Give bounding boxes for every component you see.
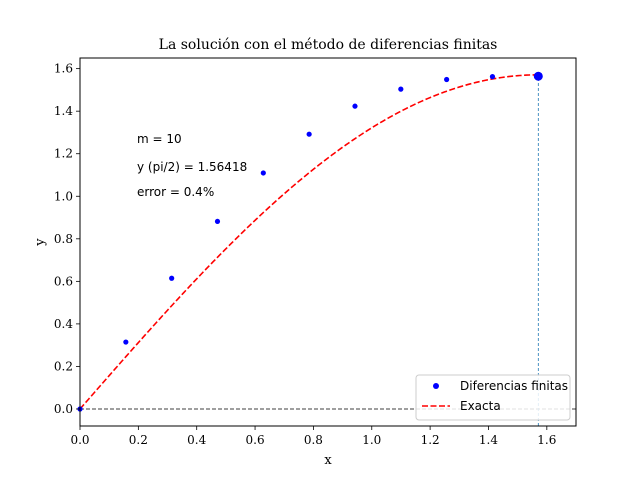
x-tick-label: 1.6 [537,433,556,447]
y-tick-label: 1.4 [54,104,73,118]
x-tick-label: 1.4 [479,433,498,447]
data-point-diferencias [214,218,221,225]
x-tick-label: 0.6 [246,433,265,447]
x-axis-label: x [324,453,332,468]
x-tick-label: 1.0 [362,433,381,447]
legend: Diferencias finitas Exacta [415,374,571,421]
y-tick-label: 1.2 [54,147,73,161]
series-line-exacta [79,74,539,410]
data-point-diferencias [260,170,266,176]
y-tick-label: 1.0 [54,189,73,203]
y-tick-label: 0.6 [54,274,73,288]
y-tick-label: 0.0 [54,402,73,416]
data-point-diferencias [352,103,358,109]
legend-label-points: Diferencias finitas [460,379,568,393]
y-tick-label: 0.8 [54,232,73,246]
y-tick-label: 0.2 [54,359,73,373]
highlight-point [533,71,543,81]
data-point-diferencias [306,131,312,137]
data-point-diferencias [169,275,175,281]
annotation-error: error = 0.4% [137,185,214,199]
axis-ticks: 0.0 0.2 0.4 0.6 0.8 1.0 1.2 1.4 1.6 0.0 0.2 0.4 0.6 0… [54,62,556,447]
data-point-diferencias [444,76,450,83]
y-tick-label: 1.6 [54,62,73,76]
legend-box [415,374,571,421]
legend-label-line: Exacta [460,399,501,413]
x-tick-label: 1.2 [421,433,440,447]
y-axis-label: y [33,238,48,247]
data-point-diferencias [489,74,496,80]
annotation-m: m = 10 [137,132,182,146]
y-tick-label: 0.4 [54,317,73,331]
x-tick-label: 0.8 [304,433,323,447]
data-point-diferencias [123,339,129,345]
annotation-y-value: y (pi/2) = 1.56418 [137,160,247,174]
data-point-diferencias [398,86,404,92]
chart-title: La solución con el método de diferencias… [159,37,498,53]
plot-area [77,71,576,426]
x-tick-label: 0.0 [70,433,89,447]
legend-marker-points [433,383,439,389]
x-tick-label: 0.4 [187,433,206,447]
axes-frame [79,57,577,427]
x-tick-label: 0.2 [129,433,148,447]
